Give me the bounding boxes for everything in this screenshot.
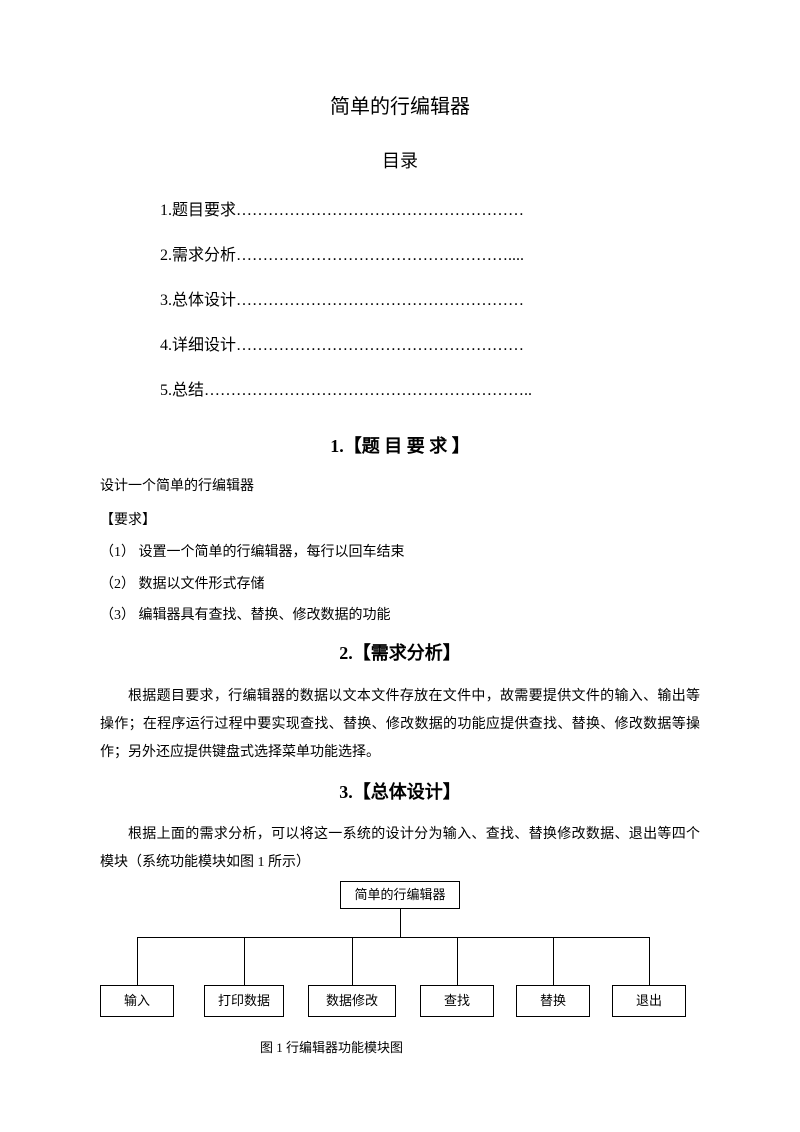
flowchart-leaf-node: 打印数据	[204, 985, 284, 1017]
doc-title: 简单的行编辑器	[100, 90, 700, 124]
toc-item: 3.总体设计………………………………………………	[160, 287, 640, 314]
requirements-list: （1） 设置一个简单的行编辑器，每行以回车结束 （2） 数据以文件形式存储 （3…	[100, 541, 700, 628]
requirement-item: （2） 数据以文件形式存储	[100, 573, 700, 597]
flowchart-connector	[244, 937, 245, 985]
toc-item: 1.题目要求………………………………………………	[160, 197, 640, 224]
flowchart-connector	[352, 937, 353, 985]
flowchart-connector	[400, 909, 401, 937]
section2-body: 根据题目要求，行编辑器的数据以文本文件存放在文件中，故需要提供文件的输入、输出等…	[100, 683, 700, 767]
section2-heading: 2.【需求分析】	[100, 638, 700, 669]
flowchart-leaf-node: 输入	[100, 985, 174, 1017]
flowchart-leaf-node: 退出	[612, 985, 686, 1017]
flowchart-connector	[457, 937, 458, 985]
flowchart-connector	[649, 937, 650, 985]
section1-heading: 1.【题 目 要 求 】	[100, 431, 700, 462]
module-flowchart: 简单的行编辑器输入打印数据数据修改查找替换退出	[100, 881, 700, 1031]
flowchart-leaf-node: 替换	[516, 985, 590, 1017]
requirement-item: （3） 编辑器具有查找、替换、修改数据的功能	[100, 604, 700, 628]
section3-heading: 3.【总体设计】	[100, 777, 700, 808]
requirements-label: 【要求】	[100, 509, 700, 533]
flowchart-connector	[553, 937, 554, 985]
flowchart-caption: 图 1 行编辑器功能模块图	[220, 1037, 700, 1059]
toc-item: 2.需求分析……………………………………………....	[160, 242, 640, 269]
section1-intro: 设计一个简单的行编辑器	[100, 475, 700, 499]
flowchart-leaf-node: 数据修改	[308, 985, 396, 1017]
flowchart-root-node: 简单的行编辑器	[340, 881, 460, 909]
toc-item: 5.总结……………………………………………………..	[160, 377, 640, 404]
requirement-item: （1） 设置一个简单的行编辑器，每行以回车结束	[100, 541, 700, 565]
toc-item: 4.详细设计………………………………………………	[160, 332, 640, 359]
flowchart-leaf-node: 查找	[420, 985, 494, 1017]
flowchart-connector	[137, 937, 138, 985]
flowchart-connector	[137, 937, 649, 938]
toc-heading: 目录	[100, 146, 700, 177]
toc-list: 1.题目要求……………………………………………… 2.需求分析…………………………	[100, 197, 700, 405]
section3-body: 根据上面的需求分析，可以将这一系统的设计分为输入、查找、替换修改数据、退出等四个…	[100, 821, 700, 877]
